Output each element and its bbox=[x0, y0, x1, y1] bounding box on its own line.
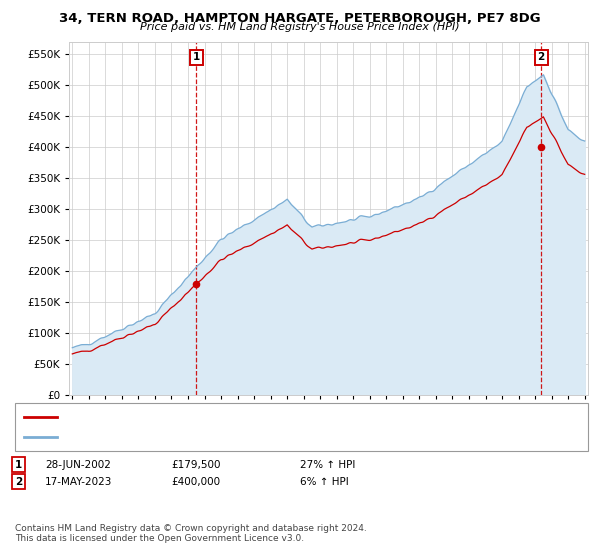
Text: 1: 1 bbox=[15, 460, 22, 470]
Text: 27% ↑ HPI: 27% ↑ HPI bbox=[300, 460, 355, 470]
Text: £179,500: £179,500 bbox=[171, 460, 221, 470]
Text: 1: 1 bbox=[193, 53, 200, 63]
Text: 34, TERN ROAD, HAMPTON HARGATE, PETERBOROUGH, PE7 8DG (detached house): 34, TERN ROAD, HAMPTON HARGATE, PETERBOR… bbox=[63, 412, 470, 422]
Text: Price paid vs. HM Land Registry's House Price Index (HPI): Price paid vs. HM Land Registry's House … bbox=[140, 22, 460, 32]
Text: 6% ↑ HPI: 6% ↑ HPI bbox=[300, 477, 349, 487]
Text: 34, TERN ROAD, HAMPTON HARGATE, PETERBOROUGH, PE7 8DG: 34, TERN ROAD, HAMPTON HARGATE, PETERBOR… bbox=[59, 12, 541, 25]
Text: 2: 2 bbox=[15, 477, 22, 487]
Text: £400,000: £400,000 bbox=[171, 477, 220, 487]
Text: 28-JUN-2002: 28-JUN-2002 bbox=[45, 460, 111, 470]
Text: HPI: Average price, detached house, City of Peterborough: HPI: Average price, detached house, City… bbox=[63, 432, 344, 442]
Text: 2: 2 bbox=[538, 53, 545, 63]
Text: Contains HM Land Registry data © Crown copyright and database right 2024.
This d: Contains HM Land Registry data © Crown c… bbox=[15, 524, 367, 543]
Text: 17-MAY-2023: 17-MAY-2023 bbox=[45, 477, 112, 487]
